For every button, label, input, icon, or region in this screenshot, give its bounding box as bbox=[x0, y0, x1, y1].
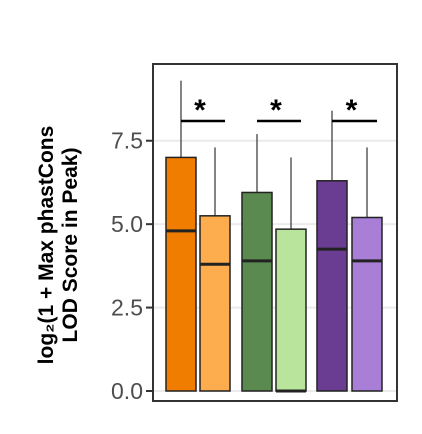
significance-label: * bbox=[270, 94, 282, 127]
significance-label: * bbox=[194, 94, 206, 127]
significance-label: * bbox=[346, 94, 358, 127]
plot-panel-border bbox=[152, 63, 398, 402]
box-body bbox=[316, 180, 348, 392]
y-tick-label: 7.5 bbox=[111, 128, 143, 154]
box-body bbox=[241, 191, 273, 392]
box-body bbox=[351, 216, 383, 392]
y-axis: 0.0 2.5 5.0 7.5 bbox=[111, 128, 153, 404]
box-body bbox=[165, 156, 197, 392]
y-axis-title-line1: log₂(1 + Max phastCons bbox=[35, 126, 58, 365]
y-tick-label: 5.0 bbox=[111, 211, 143, 237]
y-tick-label: 0.0 bbox=[111, 378, 143, 404]
y-tick-label: 2.5 bbox=[111, 295, 143, 321]
significance-markers: * * * bbox=[181, 94, 377, 127]
box-plot-boxes bbox=[165, 80, 383, 393]
box-body bbox=[199, 215, 231, 392]
box-body bbox=[275, 228, 307, 392]
y-axis-title-line2: LOD Score in Peak) bbox=[59, 148, 82, 343]
